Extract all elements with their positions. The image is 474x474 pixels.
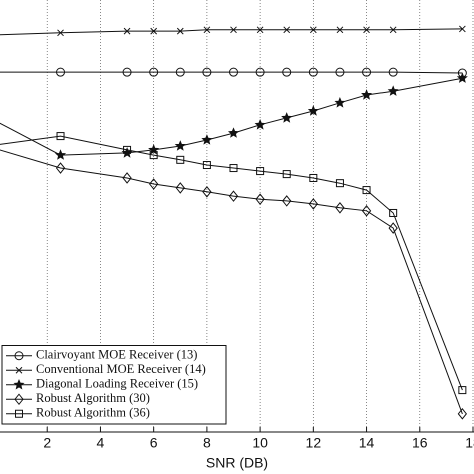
point: [363, 26, 370, 34]
point: [175, 67, 185, 77]
legend-label: Robust Algorithm (36): [36, 406, 150, 420]
point: [335, 67, 345, 77]
point: [388, 222, 398, 234]
point: [148, 144, 160, 155]
point: [389, 208, 398, 217]
point: [254, 118, 266, 130]
point: [256, 167, 265, 176]
legend-marker: [15, 366, 23, 374]
point: [55, 162, 66, 174]
point: [57, 29, 64, 37]
point: [122, 172, 132, 184]
point: [229, 164, 238, 173]
legend-marker: [14, 351, 24, 361]
point: [361, 205, 372, 217]
point: [281, 112, 293, 123]
point: [309, 173, 318, 182]
point: [361, 89, 373, 100]
x-tick-label: 6: [150, 435, 158, 451]
series: [0, 132, 467, 395]
point: [175, 182, 185, 194]
point: [362, 67, 372, 77]
point: [54, 149, 67, 160]
point: [282, 195, 292, 207]
series-line: [0, 77, 463, 156]
point: [362, 186, 371, 195]
legend-label: Clairvoyant MOE Receiver (13): [36, 348, 197, 362]
point: [202, 186, 212, 198]
point: [255, 193, 265, 205]
point: [149, 178, 159, 190]
point: [202, 161, 211, 170]
point: [227, 127, 240, 138]
series: [0, 25, 466, 37]
point: [56, 132, 65, 141]
x-tick-label: 18: [465, 435, 474, 451]
point: [123, 145, 132, 154]
series-line: [0, 135, 463, 391]
point: [255, 67, 265, 77]
series-line: [0, 149, 463, 415]
point: [459, 25, 466, 33]
point: [308, 198, 318, 210]
point: [202, 67, 212, 77]
x-tick-label: 10: [252, 435, 268, 451]
point: [174, 140, 186, 151]
point: [123, 27, 131, 35]
point: [307, 105, 319, 116]
point: [176, 155, 185, 164]
x-tick-label: 2: [43, 435, 51, 451]
point: [387, 85, 399, 96]
point: [201, 134, 213, 145]
point: [176, 27, 184, 35]
point: [256, 26, 264, 34]
point: [150, 27, 158, 35]
point: [335, 201, 345, 214]
series: [0, 72, 468, 160]
point: [388, 67, 398, 77]
point: [334, 96, 346, 108]
x-tick-label: 14: [359, 435, 375, 451]
point: [336, 26, 344, 34]
x-tick-label: 16: [412, 435, 428, 451]
x-tick-label: 12: [306, 435, 322, 451]
point: [229, 67, 238, 77]
point: [122, 67, 132, 77]
point: [149, 151, 158, 160]
x-tick-label: 8: [203, 435, 211, 451]
point: [230, 26, 237, 34]
point: [309, 26, 317, 34]
point: [457, 408, 467, 420]
legend-marker: [14, 393, 24, 406]
point: [458, 386, 467, 395]
point: [282, 67, 292, 77]
point: [56, 67, 66, 77]
series: [0, 67, 467, 78]
legend-label: Diagonal Loading Receiver (15): [36, 377, 198, 391]
legend-marker: [15, 409, 23, 418]
series-line: [0, 71, 463, 74]
point: [228, 190, 239, 202]
point: [335, 179, 344, 188]
point: [149, 67, 159, 77]
series: [0, 149, 467, 420]
x-axis-label: SNR (DB): [206, 455, 268, 471]
legend-box: [1, 345, 227, 425]
legend: Clairvoyant MOE Receiver (13)Conventiona…: [1, 345, 227, 425]
legend-label: Conventional MOE Receiver (14): [36, 362, 206, 376]
point: [456, 72, 468, 83]
point: [308, 67, 318, 77]
legend-label: Robust Algorithm (30): [36, 391, 150, 405]
x-tick-label: 4: [97, 435, 105, 451]
point: [203, 26, 211, 34]
series-line: [0, 28, 463, 36]
legend-marker: [13, 379, 25, 390]
point: [389, 26, 397, 34]
point: [283, 26, 291, 34]
point: [282, 170, 291, 179]
